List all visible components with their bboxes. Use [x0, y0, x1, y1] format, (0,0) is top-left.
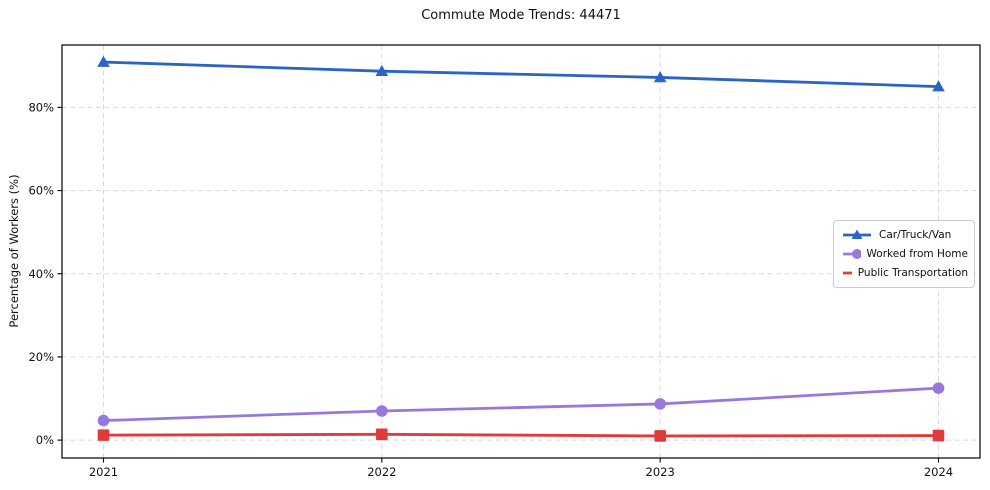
series-line-car-truck-van — [102, 60, 940, 88]
legend-entry-worked-from-home: Worked from Home — [841, 247, 968, 261]
x-tick-label: 2021 — [89, 465, 118, 479]
marker-triangle — [653, 71, 667, 83]
marker-square — [932, 429, 945, 442]
marker-square — [376, 428, 388, 441]
marker-circle — [97, 414, 110, 427]
marker-square — [654, 430, 666, 442]
y-tick-label: 80% — [28, 100, 54, 114]
x-tick-label: 2022 — [367, 465, 396, 479]
y-tick-label: 20% — [28, 350, 54, 364]
marker-circle — [852, 249, 861, 259]
legend-label: Public Transportation — [857, 266, 968, 279]
x-tick-label: 2024 — [924, 465, 953, 479]
legend: Car/Truck/Van Worked from Home Public Tran… — [833, 220, 975, 288]
marker-triangle — [932, 80, 945, 92]
series-line-public-transportation — [102, 432, 940, 438]
x-tick-label: 2023 — [646, 465, 675, 479]
marker-circle — [932, 382, 945, 394]
legend-sample-circle-icon — [843, 249, 861, 259]
legend-sample-triangle-icon — [843, 229, 871, 239]
legend-sample-square-icon — [843, 271, 852, 275]
marker-square — [97, 429, 110, 441]
marker-circle — [376, 405, 388, 417]
series-line-worked-from-home — [102, 386, 940, 422]
legend-label: Worked from Home — [866, 247, 968, 260]
legend-entry-public-transportation: Public Transportation — [841, 266, 968, 280]
chart-title: Commute Mode Trends: 44471 — [421, 8, 621, 23]
marker-triangle — [97, 55, 110, 67]
legend-entry-car-truck-van: Car/Truck/Van — [841, 228, 968, 242]
marker-triangle — [375, 64, 389, 77]
y-tick-label: 40% — [28, 267, 54, 281]
legend-label: Car/Truck/Van — [879, 228, 952, 241]
y-tick-label: 0% — [36, 433, 54, 447]
y-tick-label: 60% — [28, 184, 54, 198]
marker-circle — [654, 398, 666, 410]
plot-frame — [61, 44, 981, 459]
marker-triangle — [851, 229, 863, 239]
